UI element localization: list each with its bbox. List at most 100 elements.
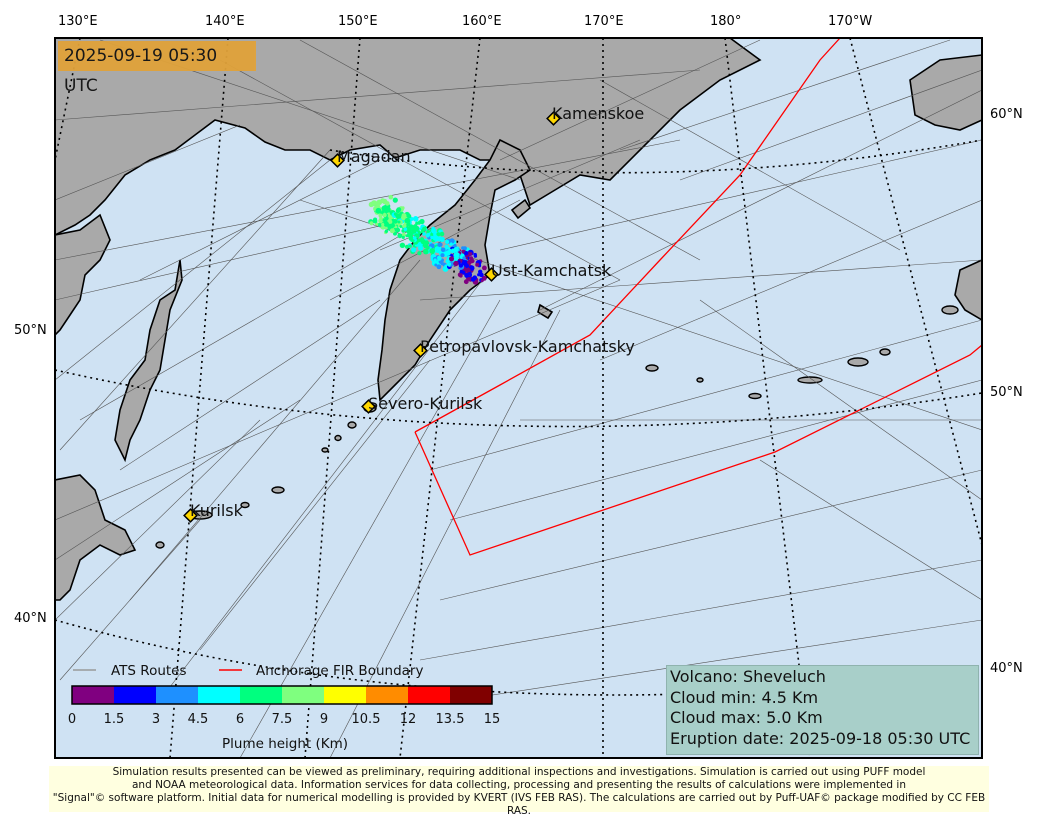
lon-label: 170°W (828, 14, 872, 29)
plume-particle (376, 203, 380, 207)
ats-route (499, 139, 982, 251)
colorbar-segment (450, 686, 492, 704)
city-label-ust-kamchatsk: Ust-Kamchatsk (491, 261, 612, 280)
plume-particle (399, 225, 403, 228)
plume-particle (373, 217, 378, 222)
map-frame (54, 37, 983, 759)
colorbar-segment (408, 686, 450, 704)
ats-route (129, 259, 421, 601)
plume-particle (440, 247, 446, 253)
colorbar-frame (71, 685, 493, 705)
lon-140e (169, 38, 229, 758)
city-label-severo-kurilsk: Severo-Kurilsk (368, 394, 483, 413)
colorbar-segment (366, 686, 408, 704)
lat-label: 50°N (990, 385, 1023, 400)
plume-particle (393, 219, 398, 224)
ats-route (139, 159, 381, 281)
plume-particle (389, 228, 395, 234)
plume-particle (470, 277, 476, 282)
city-label-petropavlovsk: Petropavlovsk-Kamchatsky (420, 337, 635, 356)
plume-particle (417, 251, 422, 256)
colorbar-segment (156, 686, 198, 704)
plume-particle (395, 208, 401, 214)
plume-particle (468, 252, 473, 256)
land-commander (537, 303, 554, 320)
island (321, 447, 329, 453)
plume-particle (453, 257, 458, 262)
plume-particle (377, 222, 382, 227)
ats-route (449, 379, 982, 521)
ats-route (55, 279, 621, 521)
lat-50 (55, 369, 982, 428)
timestamp-label: 2025-09-19 05:30 UTC (58, 41, 256, 96)
ats-route (55, 124, 241, 201)
footer-line: Simulation results presented can be view… (112, 766, 926, 778)
plume-particle (457, 272, 463, 278)
volcano-info-box: Volcano: Sheveluch Cloud min: 4.5 Km Clo… (666, 665, 979, 755)
plume-particle (482, 265, 487, 271)
colorbar-tick: 7.5 (272, 712, 293, 727)
plume-particle (382, 218, 387, 223)
plume-particle (436, 232, 441, 237)
city-label-magadan: Magadan (337, 147, 411, 166)
island (155, 541, 165, 549)
plume-particle (385, 201, 390, 206)
plume-particle (403, 227, 408, 231)
plume-particle (464, 251, 469, 256)
plume-particle (375, 207, 382, 214)
island (847, 357, 869, 367)
plume-particle (401, 235, 405, 239)
colorbar-tick: 15 (484, 712, 501, 727)
island (240, 501, 250, 509)
plume-particle (423, 248, 429, 255)
lat-60 (329, 139, 982, 174)
legend-fir-label: Anchorage FIR Boundary (256, 663, 423, 679)
plume-particle (378, 213, 383, 218)
plume-particle (439, 231, 445, 237)
marker-ust-kamchatsk (484, 267, 499, 282)
plume-particle (436, 264, 442, 270)
plume-particle (384, 229, 389, 233)
plume-particle (380, 198, 385, 204)
lat-label: 40°N (990, 661, 1023, 676)
ats-route (599, 79, 901, 251)
plume-particle (393, 212, 398, 216)
land-north-coast (55, 38, 762, 236)
ats-route (419, 259, 982, 301)
plume-particle (404, 217, 411, 224)
plume-particle (426, 229, 430, 233)
plume-particle (462, 260, 469, 266)
aleutian-islands (645, 305, 959, 400)
plume-particle (369, 221, 374, 226)
lon-label: 140°E (205, 14, 245, 29)
ats-route (499, 39, 761, 161)
plume-particle (402, 223, 407, 229)
plume-particle (447, 262, 452, 266)
ats-routes (55, 39, 982, 758)
ats-route (59, 519, 201, 681)
plume-particle (418, 220, 422, 224)
ats-route (119, 299, 381, 471)
city-labels: Kamenskoe Magadan Ust-Kamchatsk Petropav… (190, 104, 644, 520)
plume-particle (426, 234, 430, 238)
plume-particle (397, 220, 401, 224)
colorbar-tick: 12 (400, 712, 417, 727)
graticule (55, 38, 982, 758)
lon-label: 130°E (58, 14, 98, 29)
island (645, 364, 659, 372)
plume-particle (429, 248, 436, 254)
colorbar-tick: 13.5 (436, 712, 465, 727)
eruption-date: Eruption date: 2025-09-18 05:30 UTC (670, 728, 971, 748)
plume-particle (412, 216, 419, 222)
fir-boundary-north (414, 38, 982, 433)
grid-labels: 130°E 140°E 150°E 160°E 170°E 180° 170°W… (14, 14, 1023, 676)
colorbar-segment (240, 686, 282, 704)
plume-particle (466, 267, 471, 273)
plume-particle (426, 245, 430, 250)
land-alaska-2 (954, 259, 982, 321)
marker-kamenskoe (546, 111, 561, 126)
colorbar-segment (324, 686, 366, 704)
ats-route (55, 159, 331, 381)
footer-line: "Signal"© software platform. Initial dat… (52, 792, 986, 817)
